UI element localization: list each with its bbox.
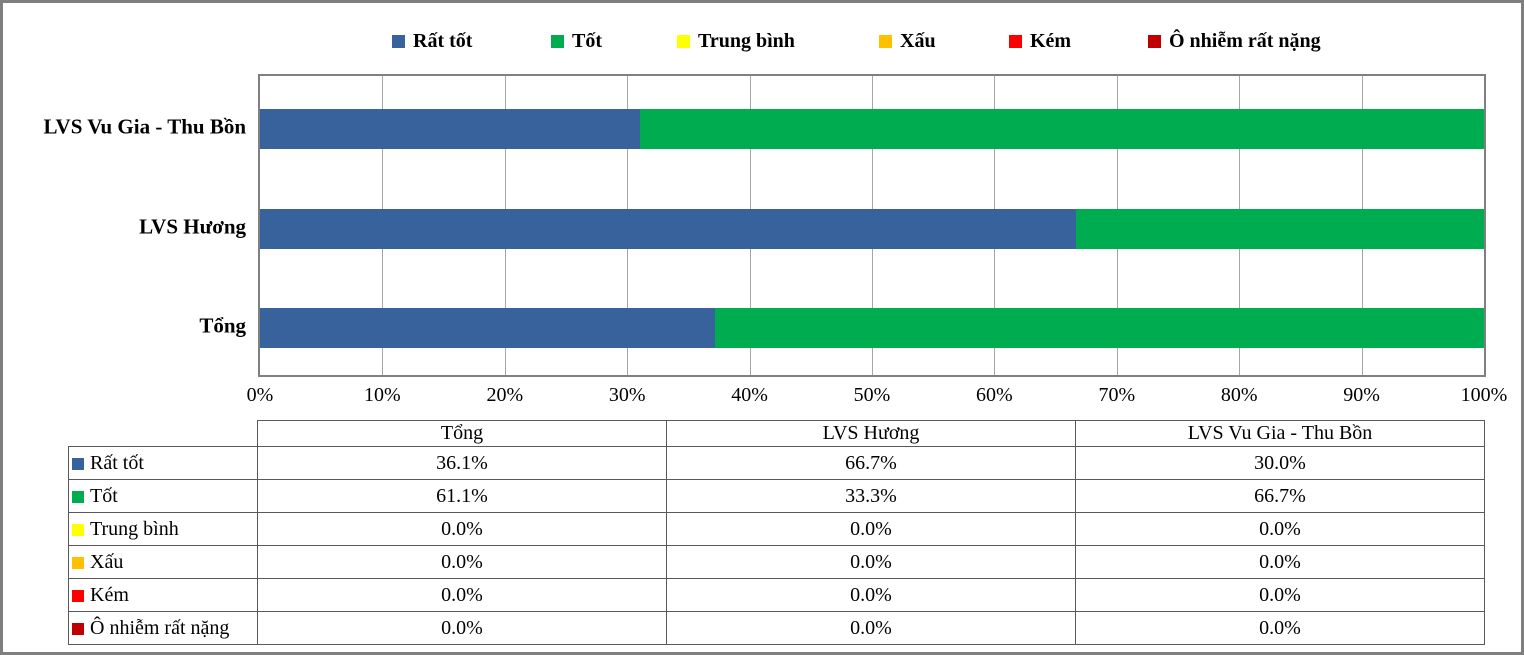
- table-value-cell: 0.0%: [257, 545, 667, 579]
- row-label-text: Kém: [90, 583, 129, 606]
- category-label: LVS Vu Gia - Thu Bồn: [43, 114, 246, 139]
- plot-area: [258, 74, 1486, 377]
- table-row: Xấu 0.0% 0.0% 0.0%: [68, 545, 1485, 579]
- table-value-cell: 30.0%: [1075, 446, 1485, 480]
- table-value-cell: 0.0%: [666, 545, 1076, 579]
- table-row: Rất tốt 36.1% 66.7% 30.0%: [68, 446, 1485, 480]
- legend-item: Kém: [1009, 28, 1071, 54]
- legend-label: Kém: [1030, 29, 1072, 52]
- category-label: LVS Hương: [139, 214, 246, 238]
- x-axis-tick-label: 50%: [853, 384, 891, 406]
- row-label-text: Trung bình: [90, 517, 179, 540]
- table-value-cell: 0.0%: [1075, 512, 1485, 546]
- x-axis-tick-label: 10%: [364, 384, 401, 406]
- legend-item: Tốt: [551, 28, 602, 54]
- legend-swatch-icon: [392, 34, 405, 48]
- table-value-cell: 0.0%: [1075, 578, 1485, 612]
- table-value-cell: 0.0%: [257, 611, 667, 645]
- table-value-cell: 36.1%: [257, 446, 667, 480]
- table-row-label: Kém: [68, 578, 258, 612]
- x-axis-tick-label: 20%: [486, 384, 524, 406]
- legend-swatch-icon: [677, 34, 690, 48]
- table-value-cell: 0.0%: [666, 512, 1076, 546]
- table-value-cell: 0.0%: [666, 578, 1076, 612]
- legend-label: Trung bình: [698, 29, 795, 52]
- bar-segment: [260, 108, 640, 149]
- row-label-text: Ô nhiễm rất nặng: [90, 616, 230, 639]
- bar-segment: [1076, 208, 1484, 249]
- table-value-cell: 61.1%: [257, 479, 667, 513]
- legend-item: Trung bình: [677, 28, 795, 54]
- x-axis-tick-label: 60%: [976, 384, 1013, 406]
- x-axis-tick-label: 100%: [1460, 384, 1508, 406]
- table-row: Kém 0.0% 0.0% 0.0%: [68, 578, 1485, 612]
- bar-2: [260, 208, 1484, 249]
- bar-segment: [639, 108, 1484, 149]
- table-value-cell: 0.0%: [666, 611, 1076, 645]
- bar-1: [260, 108, 1484, 149]
- table-row-label: Xấu: [68, 545, 258, 579]
- category-label: Tổng: [199, 313, 246, 338]
- legend-label: Ô nhiễm rất nặng: [1169, 29, 1321, 52]
- table-row: Ô nhiễm rất nặng 0.0% 0.0% 0.0%: [68, 611, 1485, 645]
- series-swatch-icon: [72, 556, 84, 569]
- table-value-cell: 33.3%: [666, 479, 1076, 513]
- table-row-label: Rất tốt: [68, 446, 258, 480]
- table-row-label: Tốt: [68, 479, 258, 513]
- series-swatch-icon: [72, 622, 84, 635]
- row-label-text: Xấu: [90, 550, 124, 573]
- bar-segment: [260, 308, 715, 349]
- legend-label: Xấu: [900, 29, 936, 52]
- table-value-cell: 66.7%: [666, 446, 1076, 480]
- table-row-label: Ô nhiễm rất nặng: [68, 611, 258, 645]
- table-row-label: Trung bình: [68, 512, 258, 546]
- data-table: Tổng LVS Hương LVS Vu Gia - Thu Bồn Rất …: [68, 420, 1485, 645]
- legend-label: Rất tốt: [413, 29, 473, 52]
- x-axis-tick-label: 40%: [731, 384, 768, 406]
- series-swatch-icon: [72, 589, 84, 602]
- bar-3: [260, 308, 1484, 349]
- x-axis-tick-label: 30%: [608, 384, 646, 406]
- table-value-cell: 0.0%: [1075, 545, 1485, 579]
- chart-legend: Rất tốt Tốt Trung bình Xấu Kém Ô nhiễm rất nặ…: [3, 3, 1521, 63]
- table-value-cell: 0.0%: [1075, 611, 1485, 645]
- legend-swatch-icon: [1009, 34, 1022, 48]
- bar-segment: [714, 308, 1484, 349]
- table-header-cell: LVS Vu Gia - Thu Bồn: [1075, 420, 1485, 447]
- series-swatch-icon: [72, 490, 84, 503]
- table-header-cell: Tổng: [257, 420, 667, 447]
- table-header-cell: LVS Hương: [666, 420, 1076, 447]
- x-axis-tick-label: 0%: [246, 384, 274, 406]
- row-label-text: Rất tốt: [90, 451, 144, 474]
- bar-segment: [260, 208, 1077, 249]
- legend-swatch-icon: [879, 34, 892, 48]
- series-swatch-icon: [72, 457, 84, 470]
- table-row: Tốt 61.1% 33.3% 66.7%: [68, 479, 1485, 513]
- legend-item: Rất tốt: [392, 28, 472, 54]
- table-value-cell: 0.0%: [257, 578, 667, 612]
- x-axis-tick-label: 70%: [1098, 384, 1136, 406]
- x-axis-tick-label: 90%: [1343, 384, 1380, 406]
- x-axis-tick-label: 80%: [1220, 384, 1258, 406]
- legend-swatch-icon: [551, 34, 564, 48]
- legend-item: Xấu: [879, 28, 936, 54]
- table-value-cell: 0.0%: [257, 512, 667, 546]
- legend-swatch-icon: [1148, 34, 1161, 48]
- table-row: Trung bình 0.0% 0.0% 0.0%: [68, 512, 1485, 546]
- table-corner-cell: [69, 421, 258, 447]
- legend-label: Tốt: [572, 29, 602, 52]
- legend-item: Ô nhiễm rất nặng: [1148, 28, 1321, 54]
- row-label-text: Tốt: [90, 484, 118, 507]
- series-swatch-icon: [72, 523, 84, 536]
- table-value-cell: 66.7%: [1075, 479, 1485, 513]
- table-header-row: Tổng LVS Hương LVS Vu Gia - Thu Bồn: [69, 420, 1485, 447]
